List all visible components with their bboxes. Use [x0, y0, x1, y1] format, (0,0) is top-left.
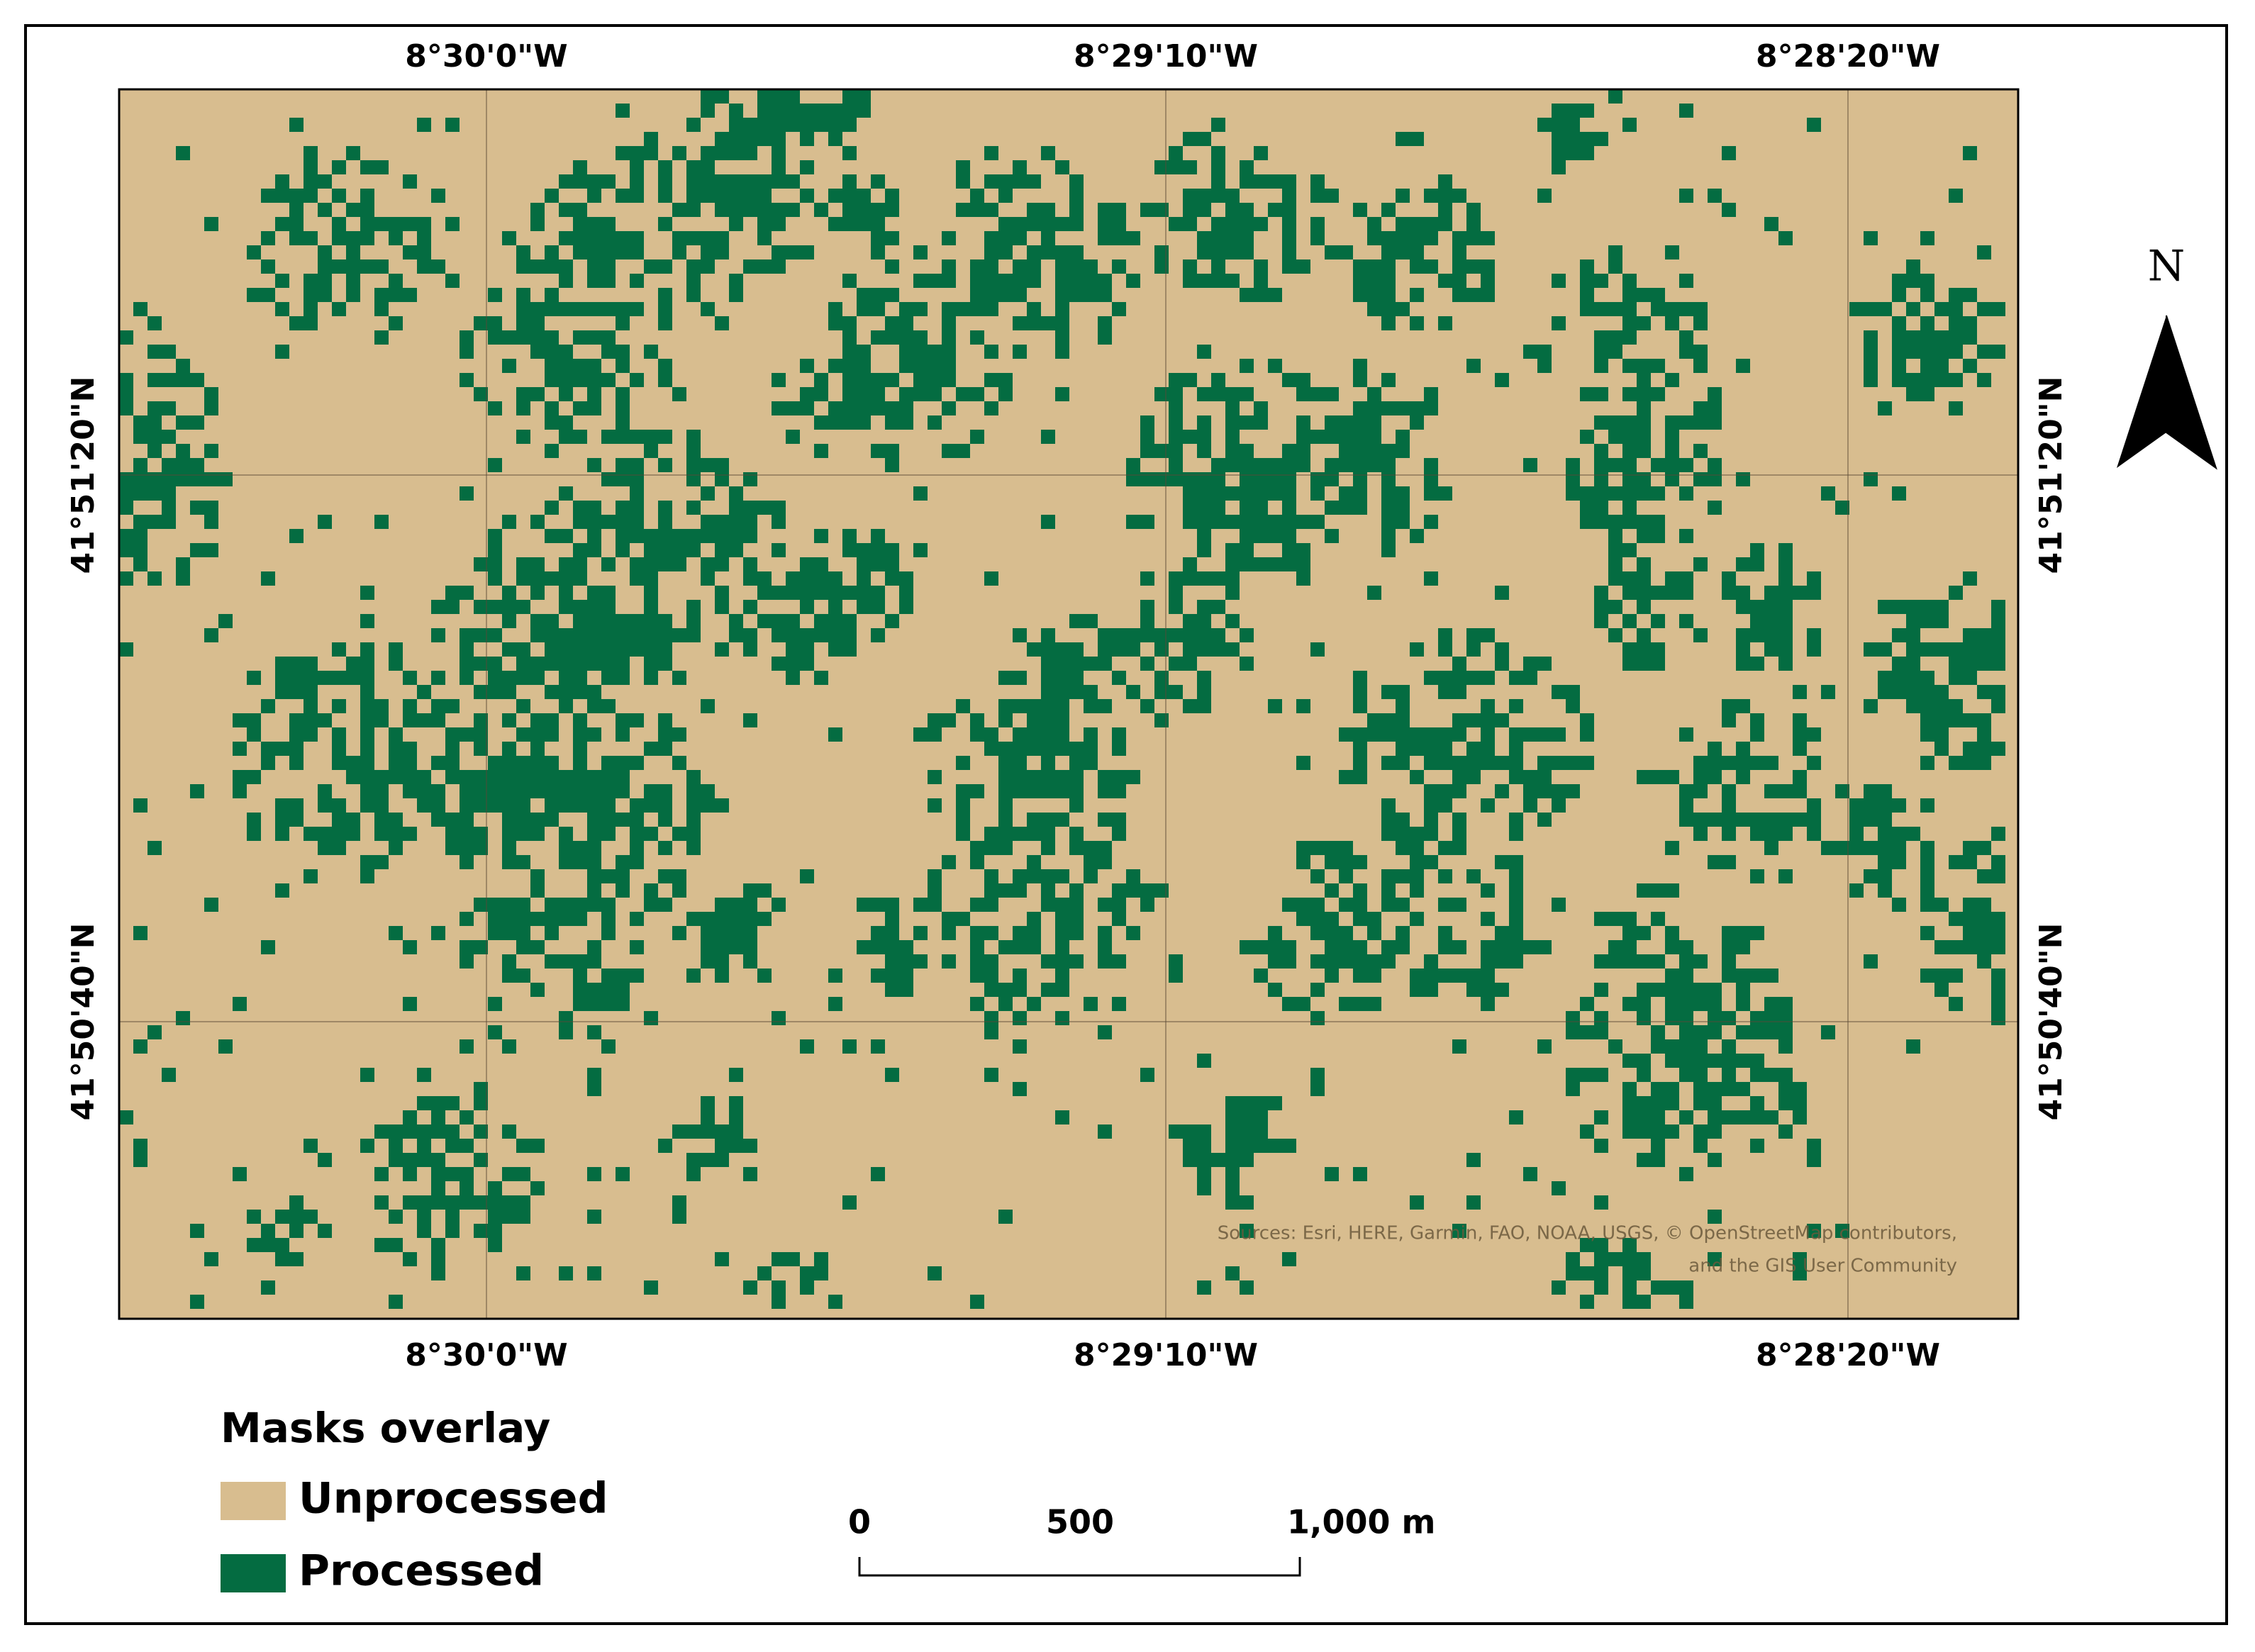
frame — [24, 24, 2228, 1625]
bottom-coord-label: 8°29'10"W — [1074, 1337, 1258, 1373]
scale-labels: 0 500 1,000 m — [848, 1503, 1435, 1541]
scale-bar — [858, 1557, 1301, 1577]
map-border — [118, 88, 2020, 1320]
top-coord-label: 8°29'10"W — [1074, 38, 1258, 74]
scale-label: 0 — [848, 1503, 871, 1541]
processed-cells — [119, 89, 2005, 1309]
scale-label: 1,000 m — [1287, 1503, 1435, 1541]
legend: Unprocessed Processed — [221, 1474, 608, 1596]
left-coord-label: 41°50'40"N — [65, 923, 101, 1121]
north-arrow-left — [2117, 316, 2166, 468]
bottom-coord-label: 8°28'20"W — [1756, 1337, 1940, 1373]
left-coord-label: 41°51'20"N — [65, 376, 101, 574]
attribution: and the GIS User Community — [1688, 1256, 1957, 1277]
legend-title: Masks overlay — [221, 1404, 550, 1452]
legend-swatch — [221, 1482, 286, 1520]
legend-swatch — [221, 1554, 286, 1592]
legend-label: Unprocessed — [299, 1474, 608, 1524]
north-label: N — [2148, 242, 2186, 291]
bottom-coord-label: 8°30'0"W — [405, 1337, 567, 1373]
right-coord-label: 41°50'40"N — [2033, 923, 2069, 1121]
scale-label: 500 — [1046, 1503, 1114, 1541]
attribution: Sources: Esri, HERE, Garmin, FAO, NOAA, … — [1218, 1223, 1957, 1244]
right-coord-label: 41°51'20"N — [2033, 376, 2069, 574]
legend-label: Processed — [299, 1546, 544, 1596]
top-coord-label: 8°28'20"W — [1756, 38, 1940, 74]
north-arrow-right — [2166, 315, 2217, 470]
map-area: Sources: Esri, HERE, Garmin, FAO, NOAA, … — [118, 88, 2020, 1320]
top-coord-label: 8°30'0"W — [405, 38, 567, 74]
